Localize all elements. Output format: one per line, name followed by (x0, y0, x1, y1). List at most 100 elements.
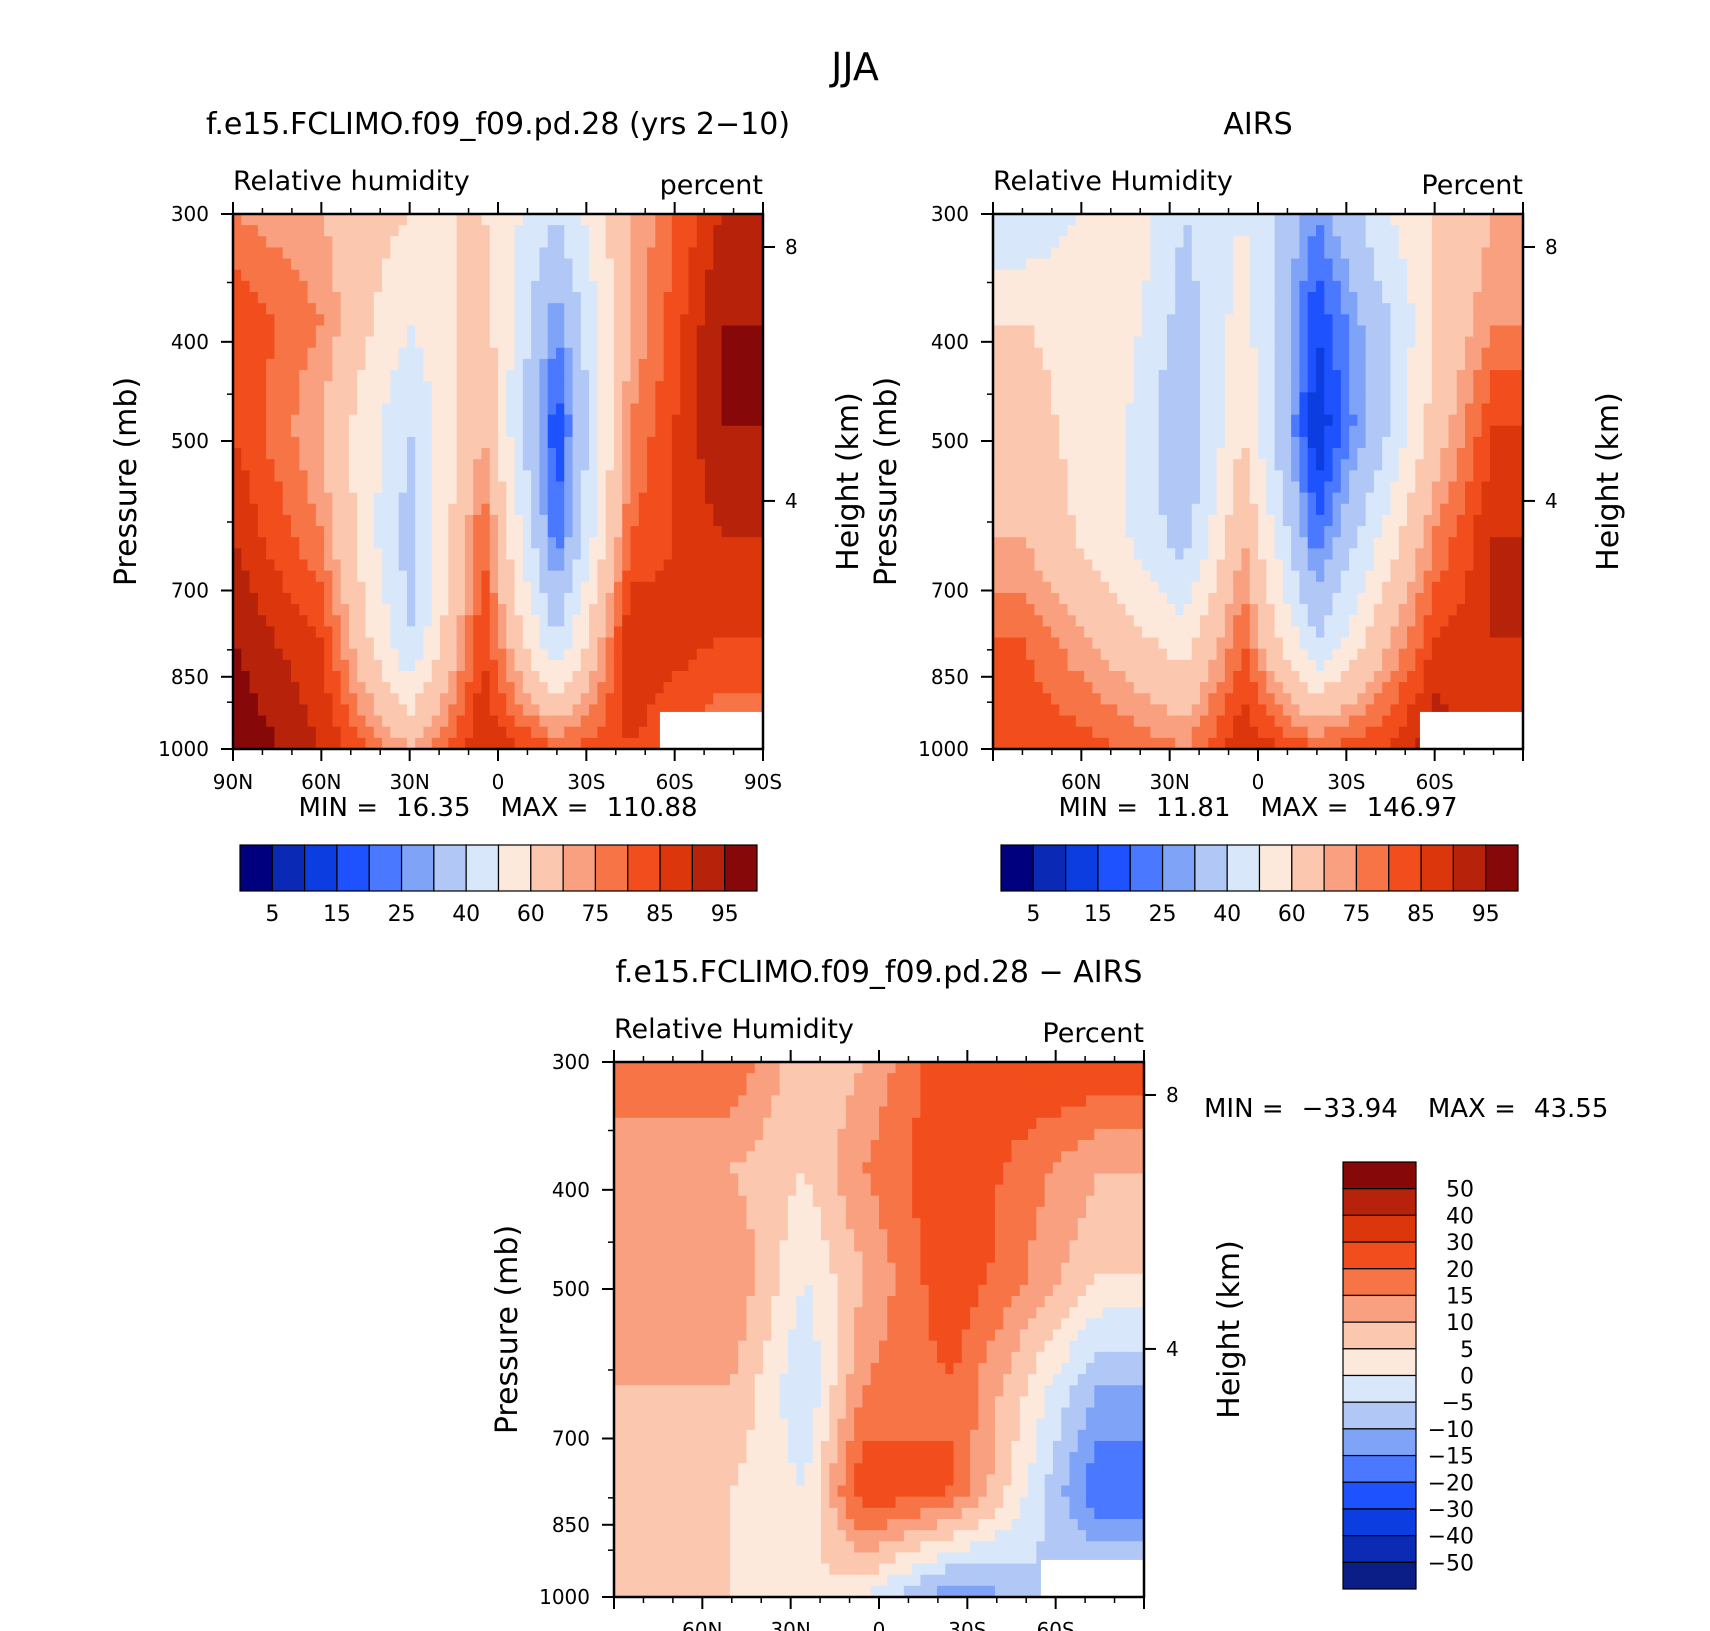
panel-title-model: f.e15.FCLIMO.f09_f09.pd.28 (yrs 2−10) (206, 107, 790, 142)
min-max-min_label: MIN = (1058, 793, 1138, 823)
y-tick-label-obs-500: 500 (931, 429, 969, 453)
min-max-max_label: MAX = (1260, 793, 1348, 823)
min-max-min_value: 16.35 (396, 793, 470, 823)
panel-diff: f.e15.FCLIMO.f09_f09.pd.28 − AIRS Relativ… (490, 955, 1608, 1631)
colorbar-box (1342, 1161, 1417, 1190)
min-max-max_value: 110.88 (607, 793, 698, 823)
x-tick-label-diff-2: 0 (873, 1618, 886, 1631)
y-tick-label-diff-700: 700 (552, 1427, 590, 1451)
x-tick-label-model-5: 60S (656, 770, 694, 794)
missing-data-diff (1040, 1559, 1144, 1597)
x-tick-label-model-1: 60N (301, 770, 341, 794)
min-max-max_value: 146.97 (1367, 793, 1458, 823)
colorbar-label-model-4: 60 (517, 902, 545, 927)
colorbar-box (1420, 844, 1454, 892)
colorbar-box (1342, 1481, 1417, 1510)
colorbar-box (1258, 844, 1293, 892)
y2-tick-label-model-8: 8 (785, 235, 798, 259)
y2-tick-label-model-4: 4 (785, 489, 798, 513)
colorbar-box (271, 844, 306, 892)
missing-data-model (659, 711, 763, 749)
panel-title-obs: AIRS (1223, 107, 1292, 142)
colorbar-box (1342, 1561, 1417, 1590)
y-tick-label-model-700: 700 (171, 579, 209, 603)
y-tick-label-model-1000: 1000 (158, 737, 209, 761)
colorbar-box (1000, 844, 1034, 892)
colorbar-box (1355, 844, 1390, 892)
colorbar-box (368, 844, 403, 892)
x-tick-label-model-6: 90S (744, 770, 782, 794)
y-tick-label-obs-400: 400 (931, 330, 969, 354)
left-label-obs: Relative Humidity (993, 166, 1233, 197)
y-tick-label-obs-700: 700 (931, 579, 969, 603)
colorbar-box (1194, 844, 1228, 892)
colorbar-box (659, 844, 693, 892)
x-tick-label-obs-2: 0 (1252, 770, 1265, 794)
colorbar-box (1129, 844, 1164, 892)
field-model (233, 214, 763, 749)
colorbar-label-diff-11: −20 (1428, 1471, 1474, 1496)
min-max-min_label: MIN = (1204, 1094, 1284, 1124)
y-tick-label-diff-850: 850 (552, 1513, 590, 1537)
colorbar-box (594, 844, 629, 892)
missing-data-obs (1419, 711, 1523, 749)
colorbar-box (1342, 1214, 1417, 1243)
colorbar-box (336, 844, 370, 892)
field-obs (993, 214, 1523, 749)
min-max-min_value: −33.94 (1302, 1094, 1398, 1124)
colorbar-box (627, 844, 661, 892)
y-tick-label-obs-1000: 1000 (918, 737, 969, 761)
colorbar-label-diff-4: 15 (1446, 1284, 1474, 1309)
figure-title: JJA (829, 45, 879, 89)
y2-tick-label-diff-4: 4 (1166, 1337, 1179, 1361)
colorbar-box (433, 844, 467, 892)
colorbar-label-model-2: 25 (388, 902, 416, 927)
y-tick-label-diff-300: 300 (552, 1050, 590, 1074)
colorbar-box (1342, 1374, 1417, 1403)
colorbar-label-obs-7: 95 (1472, 902, 1500, 927)
min-max-model: MIN = 16.35 MAX = 110.88 (298, 793, 697, 823)
panels: f.e15.FCLIMO.f09_f09.pd.28 (yrs 2−10) Rel… (109, 107, 1626, 1631)
y2-tick-label-obs-4: 4 (1545, 489, 1558, 513)
right-label-diff: Percent (1042, 1018, 1144, 1049)
colorbar-box (1485, 844, 1519, 892)
colorbar-label-obs-3: 40 (1213, 902, 1241, 927)
colorbar-label-diff-8: −5 (1442, 1391, 1474, 1416)
colorbar-label-diff-5: 10 (1446, 1311, 1474, 1336)
colorbar-box (1342, 1241, 1417, 1270)
colorbar-label-obs-1: 15 (1084, 902, 1112, 927)
colorbar-box (1226, 844, 1261, 892)
y-tick-label-obs-300: 300 (931, 202, 969, 226)
x-tick-label-model-2: 30N (389, 770, 429, 794)
y-axis-label-diff: Pressure (mb) (490, 1225, 525, 1434)
y-axis-label-model: Pressure (mb) (109, 377, 144, 586)
y-tick-label-obs-850: 850 (931, 665, 969, 689)
colorbar-box (1342, 1348, 1417, 1377)
y-axis-label-obs: Pressure (mb) (869, 377, 904, 586)
left-label-diff: Relative Humidity (614, 1014, 854, 1045)
colorbar-box (1342, 1294, 1417, 1323)
min-max-diff: MIN = −33.94 MAX = 43.55 (1204, 1094, 1608, 1124)
colorbar-box (465, 844, 500, 892)
colorbar-box (691, 844, 726, 892)
colorbar-label-diff-1: 40 (1446, 1204, 1474, 1229)
y-tick-label-model-850: 850 (171, 665, 209, 689)
colorbar-label-obs-6: 85 (1407, 902, 1435, 927)
x-tick-label-model-4: 30S (567, 770, 605, 794)
colorbar-label-obs-4: 60 (1278, 902, 1306, 927)
colorbar-label-diff-2: 30 (1446, 1231, 1474, 1256)
colorbar-label-obs-0: 5 (1026, 902, 1040, 927)
min-max-max_value: 43.55 (1534, 1094, 1608, 1124)
colorbar-label-model-0: 5 (265, 902, 279, 927)
y2-tick-label-obs-8: 8 (1545, 235, 1558, 259)
colorbar-box (1342, 1535, 1417, 1563)
min-max-min_label: MIN = (298, 793, 378, 823)
colorbar-box (1065, 844, 1099, 892)
colorbar-label-diff-7: 0 (1460, 1365, 1474, 1390)
colorbar-box (1342, 1188, 1417, 1216)
right-label-obs: Percent (1421, 170, 1523, 201)
left-label-model: Relative humidity (233, 166, 470, 197)
colorbar-box (1388, 844, 1422, 892)
x-tick-label-obs-0: 60N (1061, 770, 1101, 794)
colorbar-box (1032, 844, 1067, 892)
